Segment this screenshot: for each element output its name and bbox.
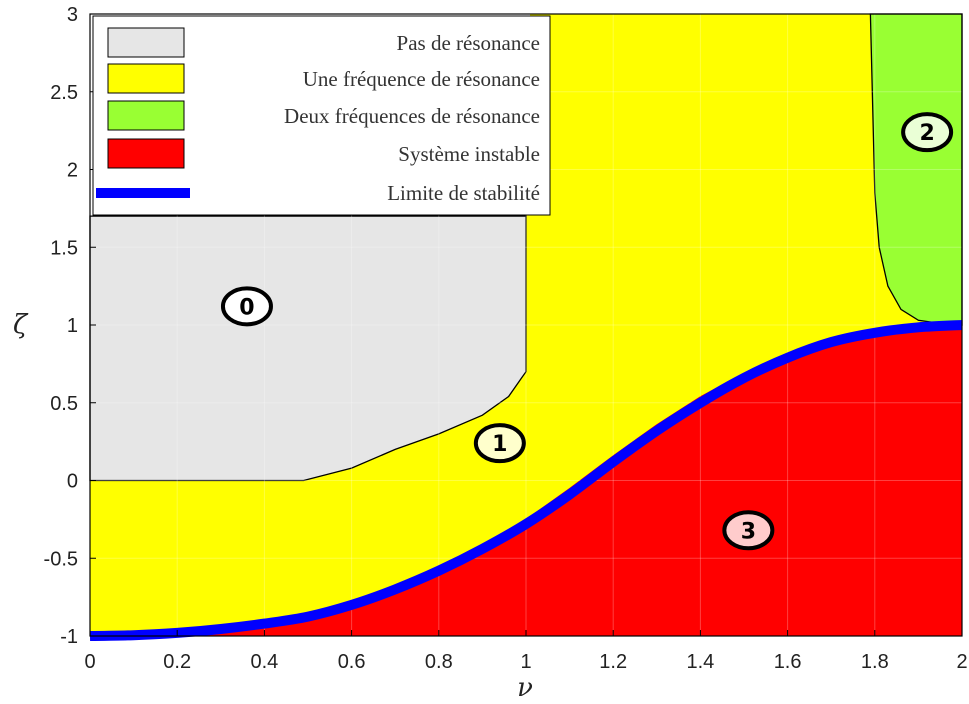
y-tick-label: 1.5 (50, 237, 78, 259)
legend-swatch-3 (107, 138, 185, 169)
region-marker-0: 0 (220, 286, 273, 327)
legend-label-0: Pas de résonance (397, 31, 540, 55)
x-axis-ticks: 0 0.2 0.4 0.6 0.8 1 1.2 1.4 1.6 1.8 2 (84, 630, 968, 673)
x-tick-label: 0.4 (250, 651, 278, 673)
x-tick-label: 1.4 (686, 651, 714, 673)
region-marker-label: 0 (239, 295, 254, 320)
x-tick-label: 0.2 (163, 651, 191, 673)
region-marker-circle (473, 423, 526, 464)
legend-label-4: Limite de stabilité (387, 181, 540, 205)
region-marker-circle (901, 112, 954, 153)
y-tick-label: 0 (67, 471, 78, 493)
x-axis-label: ν (517, 673, 533, 703)
y-axis-label: ζ (13, 310, 29, 340)
legend-label-1: Une fréquence de résonance (303, 67, 540, 91)
x-tick-label: 0.6 (338, 651, 366, 673)
region-marker-label: 3 (741, 519, 756, 544)
legend: Pas de résonance Une fréquence de résona… (92, 15, 551, 216)
region-0-outline (89, 215, 527, 482)
region-marker-label: 2 (919, 121, 934, 146)
x-tick-label: 1.8 (861, 651, 889, 673)
y-tick-label: 2 (67, 160, 78, 182)
region-marker-1: 1 (473, 423, 526, 464)
y-axis-ticks: -1 -0.5 0 0.5 1 1.5 2 2.5 3 (44, 4, 96, 648)
legend-swatch-0 (107, 27, 185, 58)
x-tick-label: 0 (84, 651, 95, 673)
region-marker-2: 2 (901, 112, 954, 153)
region-markers: 0 1 2 3 (220, 112, 954, 551)
x-tick-label: 1.6 (774, 651, 802, 673)
y-tick-label: 1 (67, 315, 78, 337)
region-marker-circle (220, 286, 273, 327)
x-tick-label: 1.2 (599, 651, 627, 673)
y-tick-label: -1 (60, 626, 78, 648)
x-tick-label: 0.8 (425, 651, 453, 673)
y-tick-label: 2.5 (50, 82, 78, 104)
region-marker-circle (722, 510, 775, 551)
x-tick-label: 2 (956, 651, 967, 673)
y-tick-label: 0.5 (50, 393, 78, 415)
y-tick-label: -0.5 (44, 548, 78, 570)
legend-swatch-1 (107, 63, 185, 94)
region-marker-label: 1 (492, 432, 507, 457)
region-marker-3: 3 (722, 510, 775, 551)
legend-swatch-2 (107, 100, 185, 131)
legend-label-3: Système instable (398, 142, 540, 166)
y-tick-label: 3 (67, 4, 78, 26)
x-tick-label: 1 (520, 651, 531, 673)
stability-limit-line (89, 320, 963, 641)
legend-label-2: Deux fréquences de résonance (284, 104, 540, 128)
